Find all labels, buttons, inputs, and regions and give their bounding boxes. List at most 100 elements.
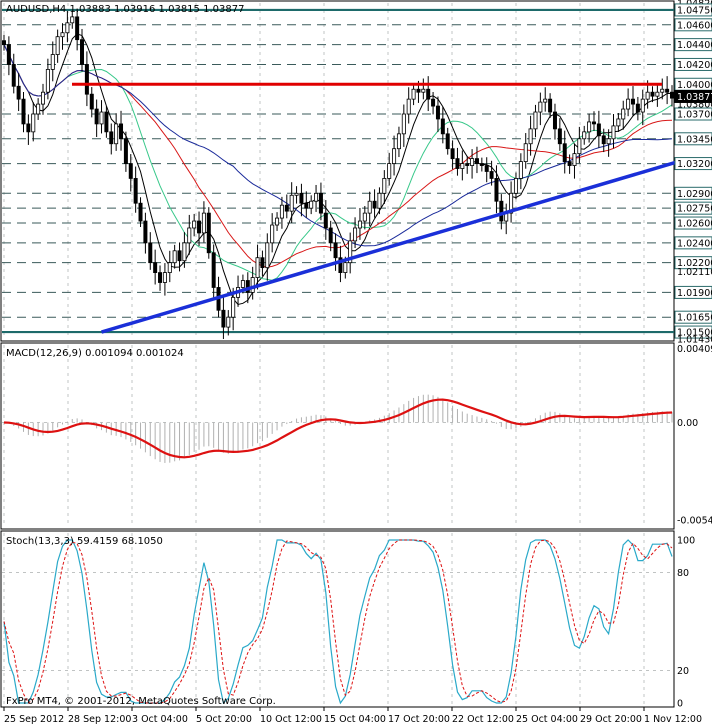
stoch-tick-label: 0 [677, 699, 683, 710]
candle-body [416, 88, 421, 93]
candle-body [99, 111, 104, 125]
candle-body [211, 252, 216, 288]
macd-tick-label: -0.005407 [677, 515, 712, 526]
candle-body [479, 163, 484, 166]
price-label-box [674, 132, 712, 146]
candle-body [421, 88, 426, 93]
candle-body [192, 220, 197, 229]
macd-title: MACD(12,26,9) 0.001094 0.001024 [6, 348, 184, 359]
price-tick-label: 1.01500 [677, 328, 712, 339]
price-label-box [674, 325, 712, 339]
time-tick-label: 1 Nov 12:00 [644, 714, 702, 725]
stoch-panel-frame [0, 530, 675, 708]
candles [2, 8, 675, 339]
price-tick-label: 1.03700 [677, 110, 712, 121]
candle-body [518, 161, 523, 179]
candle-body [80, 39, 85, 65]
candle-body [470, 158, 475, 166]
candle-body [148, 242, 153, 264]
stoch-grid [2, 572, 674, 671]
candle-body [494, 178, 499, 202]
candle-body [367, 200, 372, 214]
candle-body [55, 36, 60, 55]
candle-body [11, 64, 16, 87]
time-tick-label: 15 Oct 04:00 [324, 714, 386, 725]
price-tick-label: 1.04200 [677, 60, 712, 71]
time-tick-label: 28 Sep 12:00 [68, 714, 131, 725]
candle-body [548, 98, 553, 113]
candle-body [660, 88, 665, 93]
candle-body [621, 108, 626, 120]
candle-body [606, 138, 611, 145]
candle-body [279, 204, 284, 219]
candle-body [538, 101, 543, 113]
candle-body [523, 143, 528, 162]
candle-body [284, 204, 289, 212]
candle-body [509, 192, 514, 214]
stoch-tick-label: 100 [677, 536, 695, 547]
candle-body [123, 138, 128, 164]
candle-body [177, 250, 182, 262]
candle-body [255, 257, 260, 278]
candle-body [245, 280, 250, 293]
price-tick-label: 1.02110 [677, 267, 712, 278]
candle-body [260, 257, 265, 269]
candle-body [138, 202, 143, 222]
current-price-box [674, 89, 712, 103]
candle-body [377, 192, 382, 209]
candle-body [562, 143, 567, 162]
candle-body [557, 128, 562, 145]
time-tick-label: 10 Oct 12:00 [260, 714, 322, 725]
macd-panel-frame [0, 342, 675, 530]
copyright-text: FxPro MT4, © 2001-2012, MetaQuotes Softw… [6, 696, 276, 707]
candle-body [70, 16, 75, 24]
price-tick-label: 1.03200 [677, 159, 712, 170]
candle-body [528, 128, 533, 145]
macd-axis: 0.004096 0.00 -0.005407 [677, 344, 712, 526]
candle-body [2, 40, 7, 46]
price-tick-label: 1.01650 [677, 313, 712, 324]
candle-body [221, 309, 226, 328]
candle-body [460, 163, 465, 169]
candle-body [265, 242, 270, 269]
symbol-title: AUDUSD,H4 1.03883 1.03916 1.03815 1.0387… [6, 4, 244, 15]
candle-body [474, 158, 479, 164]
candle-body [187, 227, 192, 244]
macd-signal [3, 398, 673, 459]
candle-body [513, 178, 518, 194]
candle-body [465, 163, 470, 166]
price-tick-label: 1.02900 [677, 189, 712, 200]
candle-body [75, 16, 80, 41]
price-tick-label: 1.02200 [677, 258, 712, 269]
candle-body [362, 212, 367, 222]
candle-body [314, 192, 319, 202]
candle-body [396, 133, 401, 150]
stoch-tick-label: 20 [677, 666, 689, 677]
stoch-signal-line [3, 539, 673, 704]
candle-body [435, 105, 440, 120]
candle-body [114, 123, 119, 145]
candle-body [6, 44, 11, 65]
candle-body [445, 133, 450, 150]
candle-body [182, 242, 187, 262]
candle-body [484, 165, 489, 172]
candle-body [626, 98, 631, 110]
candle-body [616, 118, 621, 127]
price-label-box [674, 18, 712, 32]
candle-body [153, 262, 158, 273]
candle-body [450, 148, 455, 160]
support-trendline [101, 158, 683, 334]
candle-body [455, 158, 460, 169]
candle-body [655, 91, 660, 97]
candle-body [162, 272, 167, 283]
candle-body [587, 121, 592, 133]
stoch-axis: 100 80 20 0 [677, 536, 695, 710]
candle-body [543, 98, 548, 103]
candle-body [499, 200, 504, 222]
price-label-box [674, 236, 712, 250]
candle-body [601, 135, 606, 145]
candle-body [197, 220, 202, 234]
candle-body [650, 91, 655, 97]
candle-body [645, 91, 650, 100]
